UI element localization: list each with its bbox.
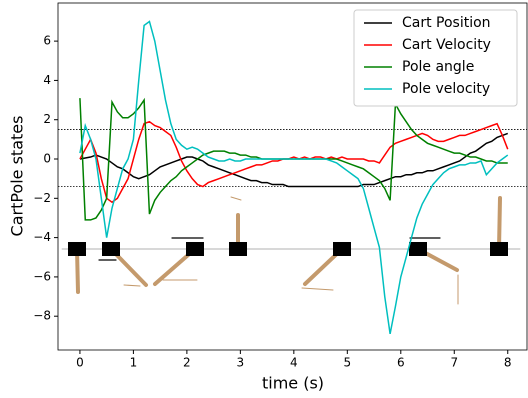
legend-box: [353, 9, 518, 107]
legend-label: Pole velocity: [402, 81, 490, 97]
x-tick-label: 6: [397, 356, 405, 370]
cart: [186, 242, 204, 256]
cart: [409, 242, 427, 256]
x-tick-label: 0: [76, 356, 84, 370]
pole: [497, 196, 502, 251]
pole: [75, 247, 80, 294]
y-tick-label: 2: [43, 112, 51, 126]
y-tick-label: 6: [43, 34, 51, 48]
cart: [333, 242, 351, 256]
x-tick-label: 8: [504, 356, 512, 370]
cart: [490, 242, 508, 256]
y-tick-label: 4: [43, 73, 51, 87]
x-axis-label: time (s): [262, 374, 324, 393]
y-axis-label: CartPole states: [8, 116, 27, 237]
series-line: [79, 120, 509, 204]
y-tick-label: −4: [33, 230, 51, 244]
cartpole-illustrations: [61, 196, 521, 305]
legend-label: Cart Velocity: [402, 37, 491, 53]
y-tick-label: −6: [33, 269, 51, 283]
x-tick-label: 2: [183, 356, 191, 370]
y-tick-label: −8: [33, 309, 51, 323]
x-tick-label: 1: [130, 356, 138, 370]
cart: [68, 242, 86, 256]
legend: Cart Position Cart Velocity Pole angle Pole…: [353, 9, 518, 107]
y-tick-label: 0: [43, 152, 51, 166]
x-tick-label: 3: [237, 356, 245, 370]
x-tick-label: 7: [450, 356, 458, 370]
legend-label: Pole angle: [402, 59, 474, 75]
legend-label: Cart Position: [402, 15, 491, 31]
series-line: [79, 20, 509, 335]
force-arrows: [98, 237, 441, 261]
cart: [102, 242, 120, 256]
x-tick-label: 4: [290, 356, 298, 370]
y-tick-label: −2: [33, 191, 51, 205]
x-tick-label: 5: [343, 356, 351, 370]
plot-frame: [57, 2, 528, 351]
series-line: [79, 132, 509, 188]
cart: [229, 242, 247, 256]
velocity-arrows: [123, 196, 459, 305]
